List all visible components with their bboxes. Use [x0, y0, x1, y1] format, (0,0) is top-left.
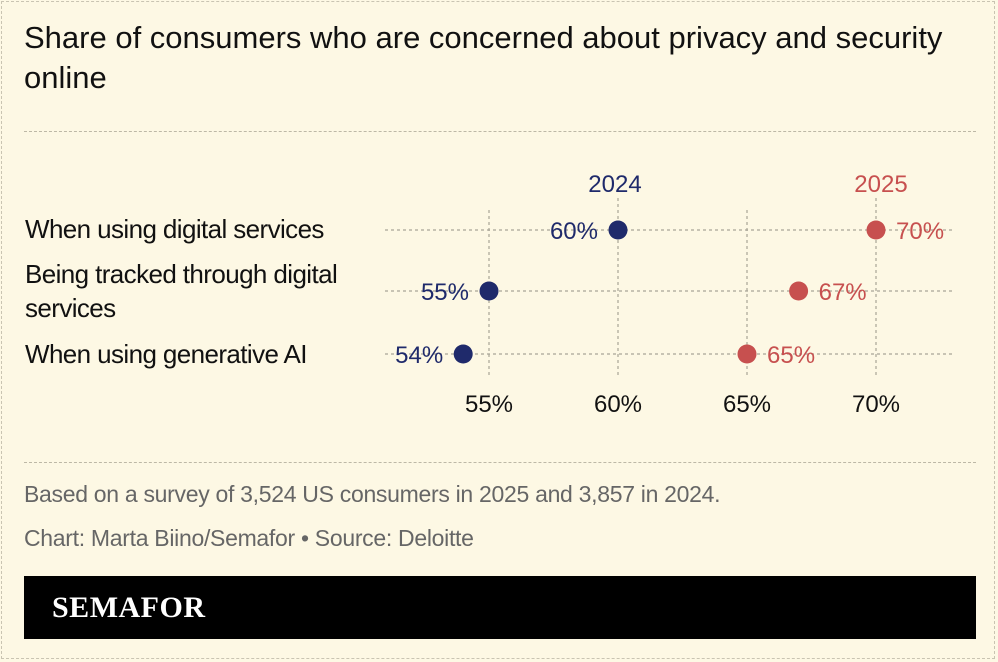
chart-title: Share of consumers who are concerned abo…: [24, 20, 943, 95]
category-label-tracked: Being tracked through digital services: [25, 259, 338, 323]
x-tick-label-70: 70%: [852, 391, 900, 418]
category-label-digital-services: When using digital services: [25, 214, 324, 244]
series-label-2024: 2024: [588, 171, 641, 198]
dot-2025-0: [866, 220, 886, 240]
brand-bar: SEMAFOR: [24, 576, 976, 639]
dot-2025-1: [789, 281, 809, 301]
value-label-2024-1: 55%: [421, 279, 469, 306]
value-label-2025-1: 67%: [819, 279, 867, 306]
divider-bottom: [24, 462, 976, 463]
chart-marks: 2024 2025 60% 70% 55% 67% 54% 65%: [395, 171, 944, 369]
divider-top: [24, 131, 976, 132]
x-tick-label-55: 55%: [465, 391, 513, 418]
dot-2024-1: [479, 281, 499, 301]
brand-logo: SEMAFOR: [52, 591, 206, 624]
category-label-generative-ai: When using generative AI: [25, 339, 308, 369]
dot-2024-0: [608, 220, 628, 240]
dumbbell-chart: 2024 2025 60% 70% 55% 67% 54% 65% 55% 60% 65% 70%: [385, 171, 955, 418]
credit-line: Chart: Marta Biino/Semafor • Source: Del…: [24, 525, 474, 551]
value-label-2025-0: 70%: [896, 218, 944, 245]
value-label-2024-0: 60%: [550, 218, 598, 245]
x-tick-label-60: 60%: [594, 391, 642, 418]
series-label-2025: 2025: [854, 171, 907, 198]
dot-2025-2: [737, 344, 757, 364]
value-label-2024-2: 54%: [395, 342, 443, 369]
x-tick-label-65: 65%: [723, 391, 771, 418]
footnote: Based on a survey of 3,524 US consumers …: [24, 481, 721, 507]
x-axis-ticks: 55% 60% 65% 70%: [465, 391, 900, 418]
dot-2024-2: [453, 344, 473, 364]
value-label-2025-2: 65%: [767, 342, 815, 369]
